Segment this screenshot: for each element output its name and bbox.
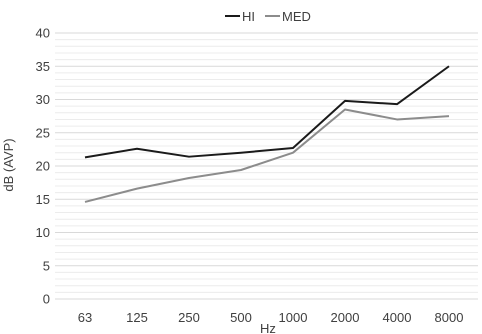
x-tick-label: 1000 bbox=[279, 310, 308, 325]
series-line-hi bbox=[84, 65, 450, 159]
y-axis-title: dB (AVP) bbox=[1, 138, 16, 191]
x-tick-label: 250 bbox=[178, 310, 200, 325]
x-axis-ticks: 63 125 250 500 1000 2000 4000 8000 bbox=[78, 310, 464, 325]
y-axis-ticks: 0 5 10 15 20 25 30 35 40 bbox=[36, 26, 50, 307]
series-lines bbox=[84, 65, 450, 203]
gridlines bbox=[55, 32, 478, 300]
series-line-med bbox=[84, 108, 450, 203]
x-tick-label: 4000 bbox=[383, 310, 412, 325]
legend: HI MED bbox=[225, 9, 311, 24]
x-tick-label: 2000 bbox=[331, 310, 360, 325]
y-tick-label: 30 bbox=[36, 92, 50, 107]
y-tick-label: 35 bbox=[36, 59, 50, 74]
x-tick-label: 8000 bbox=[435, 310, 464, 325]
y-tick-label: 10 bbox=[36, 225, 50, 240]
x-tick-label: 125 bbox=[126, 310, 148, 325]
y-tick-label: 15 bbox=[36, 192, 50, 207]
y-tick-label: 40 bbox=[36, 26, 50, 41]
legend-label-hi: HI bbox=[242, 9, 255, 24]
y-tick-label: 0 bbox=[43, 292, 50, 307]
y-tick-label: 5 bbox=[43, 258, 50, 273]
y-tick-label: 25 bbox=[36, 125, 50, 140]
x-tick-label: 500 bbox=[230, 310, 252, 325]
x-axis-title: Hz bbox=[260, 321, 276, 334]
legend-label-med: MED bbox=[282, 9, 311, 24]
y-tick-label: 20 bbox=[36, 159, 50, 174]
x-tick-label: 63 bbox=[78, 310, 92, 325]
